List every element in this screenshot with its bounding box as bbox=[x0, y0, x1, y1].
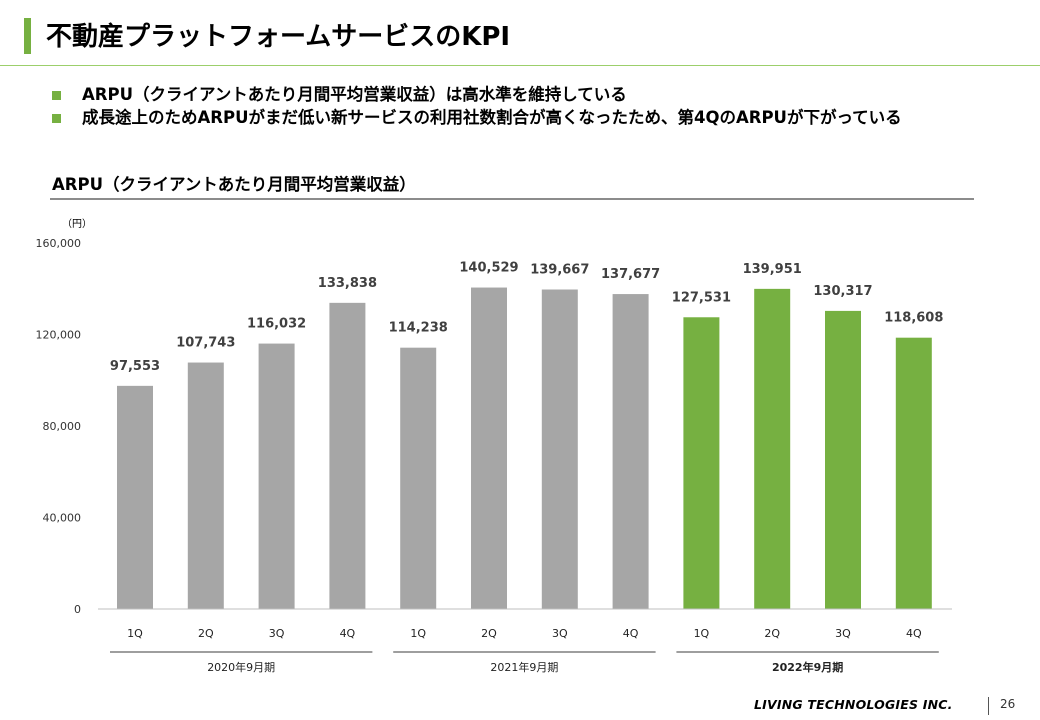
y-tick-label: 0 bbox=[74, 603, 81, 616]
title-divider bbox=[0, 65, 1040, 66]
x-tick-label: 1Q bbox=[694, 627, 710, 640]
y-tick-label: 80,000 bbox=[43, 420, 82, 433]
bar bbox=[895, 337, 932, 609]
data-label: 116,032 bbox=[247, 317, 306, 332]
data-label: 107,743 bbox=[176, 336, 235, 351]
footer-brand-logo: LIVING TECHNOLOGIES INC. bbox=[754, 697, 953, 712]
footer-separator bbox=[988, 697, 989, 715]
bar bbox=[329, 302, 366, 609]
x-tick-label: 4Q bbox=[340, 627, 356, 640]
data-label: 114,238 bbox=[389, 321, 448, 336]
y-tick-label: 40,000 bbox=[43, 512, 82, 525]
data-label: 130,317 bbox=[813, 284, 872, 299]
bar bbox=[541, 289, 578, 609]
x-tick-label: 2Q bbox=[481, 627, 497, 640]
chart-title: ARPU（クライアントあたり月間平均営業収益） bbox=[52, 175, 416, 194]
bar bbox=[117, 385, 153, 609]
bar bbox=[400, 347, 437, 609]
data-label: 137,677 bbox=[601, 267, 660, 282]
x-tick-label: 1Q bbox=[127, 627, 143, 640]
y-tick-label: 160,000 bbox=[36, 237, 82, 250]
bar bbox=[187, 362, 224, 609]
bar bbox=[825, 310, 861, 609]
x-tick-label: 3Q bbox=[269, 627, 285, 640]
x-tick-label: 3Q bbox=[835, 627, 851, 640]
bullet-square-icon bbox=[52, 91, 61, 100]
bar bbox=[471, 287, 507, 609]
data-label: 139,951 bbox=[743, 262, 802, 277]
bullet-text: ARPU（クライアントあたり月間平均営業収益）は高水準を維持している bbox=[82, 85, 627, 104]
group-label: 2021年9月期 bbox=[490, 660, 558, 674]
page-number: 26 bbox=[1000, 697, 1016, 711]
data-label: 140,529 bbox=[459, 261, 518, 276]
bar bbox=[754, 288, 791, 609]
y-axis-unit-label: （円） bbox=[62, 219, 92, 230]
data-label: 139,667 bbox=[530, 263, 589, 278]
bullet-text: 成長途上のためARPUがまだ低い新サービスの利用社数割合が高くなったため、第4Q… bbox=[82, 108, 902, 127]
bar bbox=[612, 294, 649, 609]
x-tick-label: 2Q bbox=[198, 627, 214, 640]
page-title: 不動産プラットフォームサービスのKPI bbox=[46, 22, 511, 52]
x-tick-label: 4Q bbox=[623, 627, 639, 640]
data-label: 127,531 bbox=[672, 290, 731, 305]
bullet-item: 成長途上のためARPUがまだ低い新サービスの利用社数割合が高くなったため、第4Q… bbox=[52, 107, 952, 151]
bullet-square-icon bbox=[52, 114, 61, 123]
bar bbox=[683, 317, 720, 609]
data-label: 97,553 bbox=[110, 359, 160, 374]
x-tick-label: 3Q bbox=[552, 627, 568, 640]
bar bbox=[258, 343, 295, 609]
data-label: 118,608 bbox=[884, 311, 943, 326]
chart-title-divider bbox=[50, 198, 974, 200]
group-label: 2020年9月期 bbox=[207, 660, 275, 674]
x-tick-label: 2Q bbox=[764, 627, 780, 640]
y-tick-label: 120,000 bbox=[36, 329, 82, 342]
title-accent-bar bbox=[24, 18, 31, 54]
data-label: 133,838 bbox=[318, 276, 377, 291]
x-tick-label: 1Q bbox=[410, 627, 426, 640]
x-tick-label: 4Q bbox=[906, 627, 922, 640]
group-label: 2022年9月期 bbox=[772, 660, 843, 674]
